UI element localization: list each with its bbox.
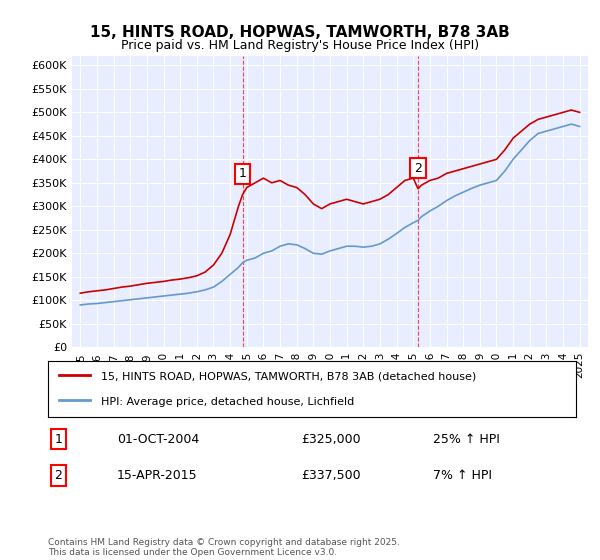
- Text: 15, HINTS ROAD, HOPWAS, TAMWORTH, B78 3AB (detached house): 15, HINTS ROAD, HOPWAS, TAMWORTH, B78 3A…: [101, 372, 476, 382]
- Text: HPI: Average price, detached house, Lichfield: HPI: Average price, detached house, Lich…: [101, 397, 354, 407]
- Text: 15, HINTS ROAD, HOPWAS, TAMWORTH, B78 3AB: 15, HINTS ROAD, HOPWAS, TAMWORTH, B78 3A…: [90, 25, 510, 40]
- Text: 1: 1: [55, 432, 62, 446]
- Text: 2: 2: [55, 469, 62, 482]
- Text: 01-OCT-2004: 01-OCT-2004: [116, 432, 199, 446]
- Text: £325,000: £325,000: [301, 432, 361, 446]
- Text: Contains HM Land Registry data © Crown copyright and database right 2025.
This d: Contains HM Land Registry data © Crown c…: [48, 538, 400, 557]
- Text: 15-APR-2015: 15-APR-2015: [116, 469, 197, 482]
- Text: £337,500: £337,500: [301, 469, 361, 482]
- Text: 25% ↑ HPI: 25% ↑ HPI: [433, 432, 500, 446]
- Text: Price paid vs. HM Land Registry's House Price Index (HPI): Price paid vs. HM Land Registry's House …: [121, 39, 479, 52]
- Text: 1: 1: [239, 167, 247, 180]
- Text: 2: 2: [414, 162, 422, 175]
- Text: 7% ↑ HPI: 7% ↑ HPI: [433, 469, 493, 482]
